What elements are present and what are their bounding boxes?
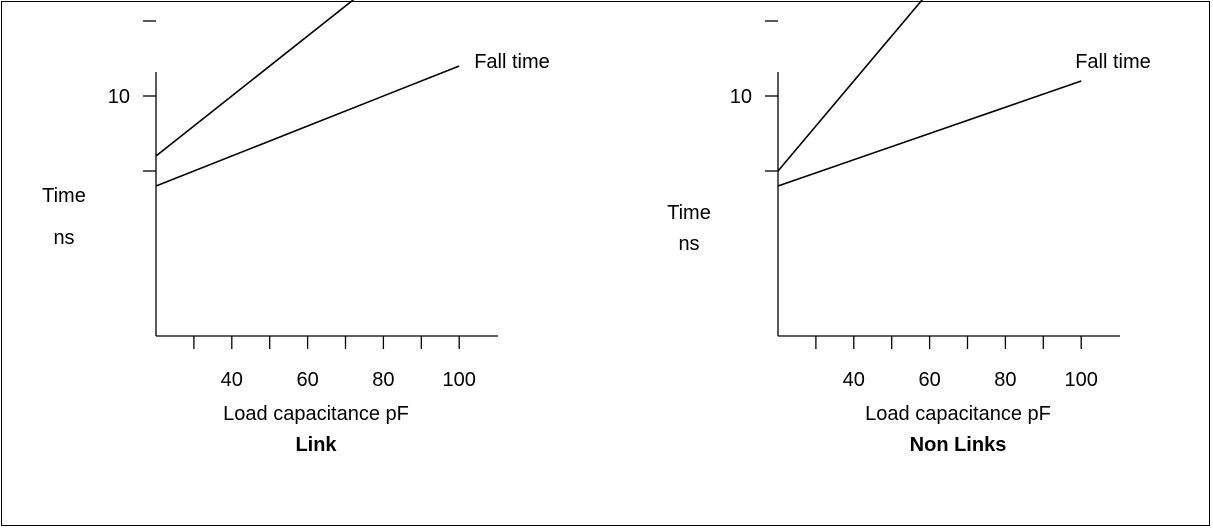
- chart-2-y-axis-unit: ns: [678, 233, 699, 255]
- chart-1-x-tick-label: 100: [443, 369, 476, 391]
- chart-2-series-line-rise: [777, 0, 924, 172]
- chart-1-series-label-fall: Fall time: [474, 51, 550, 73]
- chart-2-series-label-fall: Fall time: [1075, 51, 1151, 73]
- chart-2-x-tick-label: 60: [918, 369, 940, 391]
- chart-2-x-tick-label: 100: [1065, 369, 1098, 391]
- chart-1-x-tick-label: 60: [296, 369, 318, 391]
- chart-1-x-tick-label: 40: [221, 369, 243, 391]
- chart-2-x-axis-label: Load capacitance pF: [865, 403, 1051, 425]
- chart-1-series-line-fall: [155, 65, 460, 187]
- chart-1-y-tick-label: 10: [108, 86, 130, 108]
- chart-2-y-tick-label: 10: [730, 86, 752, 108]
- chart-2-x-tick-label: 40: [843, 369, 865, 391]
- chart-1-series-line-rise: [155, 0, 355, 157]
- chart-1-x-tick-label: 80: [372, 369, 394, 391]
- chart-2-y-axis-label: Time: [667, 202, 711, 224]
- chart-1-y-axis-unit: ns: [53, 227, 74, 249]
- chart-2-x-tick-label: 80: [994, 369, 1016, 391]
- chart-1-caption: Link: [295, 434, 337, 456]
- chart-2-series-line-fall: [777, 80, 1082, 187]
- chart-1-x-axis-label: Load capacitance pF: [223, 403, 409, 425]
- chart-1-y-axis-label: Time: [42, 185, 86, 207]
- chart-2-caption: Non Links: [910, 434, 1007, 456]
